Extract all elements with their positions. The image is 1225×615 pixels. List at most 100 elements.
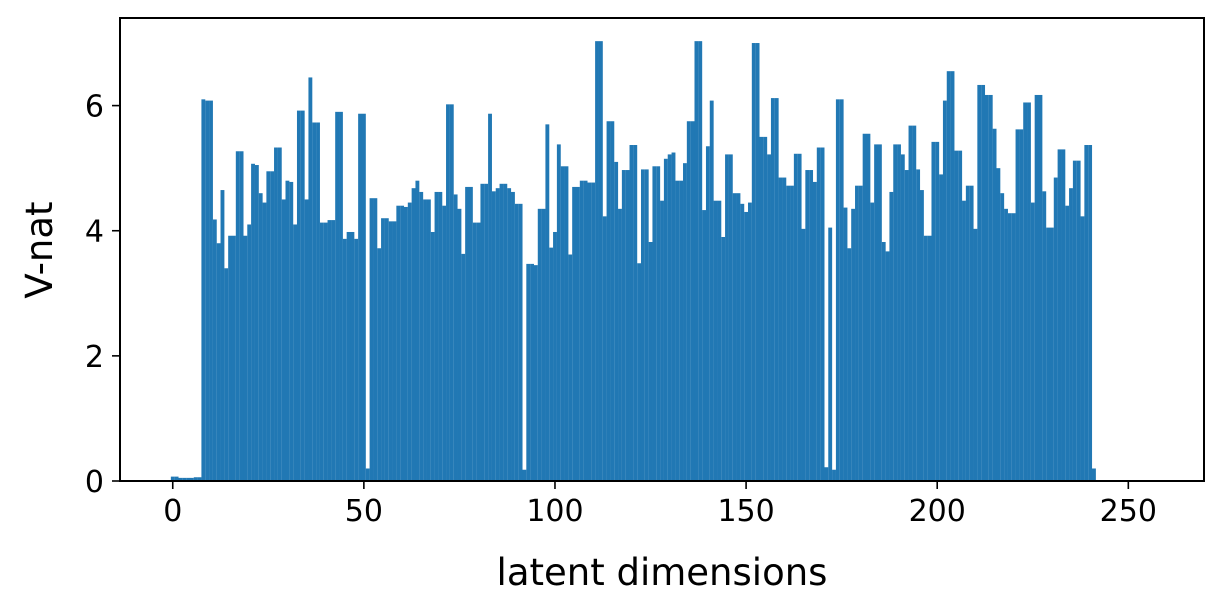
- x-tick-label: 50: [345, 494, 383, 529]
- bar-dim-92: [522, 470, 526, 481]
- bar-dim-212: [981, 85, 985, 481]
- bar-dim-207: [962, 201, 966, 481]
- y-axis-label: V-nat: [18, 201, 61, 298]
- bar-dim-166: [805, 170, 809, 481]
- bar-dim-238: [1081, 216, 1085, 481]
- bar-dim-204: [951, 71, 955, 481]
- bar-dim-175: [840, 99, 844, 481]
- bar-dim-25: [266, 171, 270, 481]
- bar-dim-189: [893, 144, 897, 481]
- bar-dim-53: [373, 198, 377, 481]
- bar-dim-76: [461, 254, 465, 481]
- bar-dim-233: [1061, 149, 1065, 481]
- bar-dim-158: [775, 98, 779, 481]
- bar-dim-161: [786, 186, 790, 481]
- bar-dim-196: [920, 190, 924, 481]
- x-tick-label: 150: [717, 494, 774, 529]
- bar-dim-29: [282, 199, 286, 481]
- bar-dim-153: [756, 43, 760, 481]
- bar-dim-27: [274, 148, 278, 481]
- bar-dim-89: [511, 192, 515, 481]
- y-tick-label: 0: [85, 465, 104, 500]
- bar-dim-210: [974, 229, 978, 481]
- bar-dim-56: [385, 218, 389, 481]
- bar-dim-26: [270, 171, 274, 481]
- bar-dim-103: [565, 166, 569, 481]
- bar-dim-85: [496, 188, 500, 481]
- bar-dim-125: [649, 242, 653, 481]
- bar-dim-225: [1031, 203, 1035, 481]
- bar-dim-186: [882, 242, 886, 481]
- bar-dim-95: [534, 265, 538, 481]
- bar-dim-180: [859, 186, 863, 481]
- bar-dim-217: [1000, 193, 1004, 481]
- bar-dim-58: [393, 221, 397, 481]
- bar-dim-116: [614, 162, 618, 481]
- bar-dim-182: [866, 134, 870, 481]
- bar-dim-192: [905, 170, 909, 481]
- bar-dim-79: [473, 223, 477, 481]
- bar-dim-219: [1008, 213, 1012, 481]
- bar-dim-52: [370, 198, 374, 481]
- bar-dim-75: [458, 209, 462, 481]
- bar-dim-126: [652, 166, 656, 481]
- bar-dim-165: [802, 229, 806, 481]
- bar-dim-100: [553, 232, 557, 481]
- bar-dim-191: [901, 154, 905, 481]
- bar-dim-157: [771, 98, 775, 481]
- bar-dim-104: [568, 255, 572, 481]
- bar-dim-78: [469, 187, 473, 481]
- bar-dim-229: [1046, 228, 1050, 481]
- x-tick-label: 0: [163, 494, 182, 529]
- bar-dim-110: [591, 183, 595, 481]
- bar-dim-135: [687, 121, 691, 481]
- bar-dim-62: [408, 203, 412, 481]
- bar-dim-174: [836, 99, 840, 481]
- bar-dim-149: [740, 204, 744, 481]
- bar-dim-160: [782, 178, 786, 481]
- bar-dim-209: [970, 186, 974, 481]
- bar-dim-83: [488, 114, 492, 481]
- bar-dim-81: [480, 184, 484, 481]
- bar-dim-74: [454, 194, 458, 481]
- bar-dim-77: [465, 187, 469, 481]
- bar-dim-121: [633, 145, 637, 481]
- bar-dim-203: [947, 71, 951, 481]
- x-tick-label: 100: [526, 494, 583, 529]
- bar-dim-117: [618, 209, 622, 481]
- x-axis-label: latent dimensions: [497, 551, 828, 594]
- bar-dim-84: [492, 191, 496, 481]
- bar-dim-208: [966, 186, 970, 481]
- bar-dim-38: [316, 122, 320, 481]
- bar-dim-40: [324, 223, 328, 481]
- bar-dim-148: [737, 193, 741, 481]
- bar-dim-220: [1012, 213, 1016, 481]
- bar-dim-48: [354, 239, 358, 481]
- bar-dim-54: [377, 248, 381, 481]
- bar-dim-221: [1016, 129, 1020, 481]
- bar-dim-111: [595, 41, 599, 481]
- bar-dim-18: [240, 151, 244, 481]
- y-tick-label: 6: [85, 90, 104, 125]
- bar-dim-222: [1019, 129, 1023, 481]
- bar-dim-30: [286, 181, 290, 481]
- bar-dim-87: [503, 184, 507, 481]
- bar-dim-201: [939, 174, 943, 481]
- bar-dim-224: [1027, 102, 1031, 481]
- bar-dim-96: [538, 209, 542, 481]
- bar-dim-41: [328, 220, 332, 481]
- bar-dim-185: [878, 144, 882, 481]
- y-tick-label: 2: [85, 340, 104, 375]
- bar-dim-120: [630, 145, 634, 481]
- bar-dim-86: [500, 184, 504, 481]
- bar-dim-133: [679, 181, 683, 481]
- bar-dim-72: [446, 104, 450, 481]
- bar-dim-24: [263, 203, 267, 481]
- bar-dim-170: [821, 148, 825, 481]
- bar-dim-118: [622, 170, 626, 481]
- bar-dim-179: [855, 186, 859, 481]
- bar-dim-199: [931, 142, 935, 481]
- bar-dim-94: [530, 264, 534, 481]
- bar-dim-197: [924, 236, 928, 481]
- bar-dim-155: [763, 137, 767, 481]
